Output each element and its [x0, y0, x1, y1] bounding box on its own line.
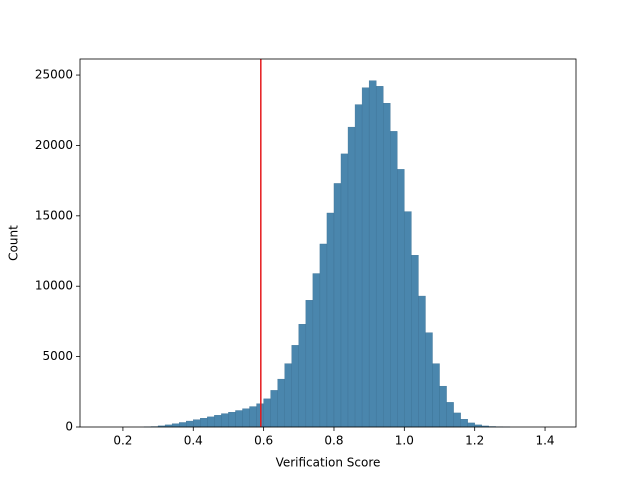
bar: [411, 255, 418, 427]
bar: [228, 412, 235, 427]
bar: [461, 419, 468, 427]
bar: [355, 105, 362, 427]
y-tick-label: 10000: [35, 279, 73, 293]
bar: [447, 402, 454, 427]
bar: [362, 88, 369, 427]
y-tick-label: 5000: [42, 349, 73, 363]
bar: [425, 333, 432, 427]
bar: [285, 364, 292, 427]
bar: [186, 421, 193, 427]
x-tick-label: 1.0: [395, 434, 414, 448]
bar: [278, 379, 285, 427]
bar: [193, 420, 200, 427]
x-tick-label: 0.2: [113, 434, 132, 448]
bar: [376, 86, 383, 427]
x-tick-label: 0.4: [184, 434, 203, 448]
y-tick-label: 15000: [35, 208, 73, 222]
bar: [404, 212, 411, 427]
y-tick-label: 20000: [35, 138, 73, 152]
bar: [334, 183, 341, 427]
bar: [418, 296, 425, 427]
bar: [243, 409, 250, 427]
bar: [172, 424, 179, 427]
bar: [214, 415, 221, 427]
bar: [313, 274, 320, 427]
bar: [468, 423, 475, 427]
x-tick-label: 0.8: [324, 434, 343, 448]
bar: [179, 422, 186, 427]
bar: [235, 411, 242, 427]
bar: [264, 399, 271, 427]
bar: [397, 169, 404, 427]
bar: [369, 81, 376, 427]
bar: [327, 213, 334, 427]
bar: [341, 154, 348, 427]
bar: [250, 407, 257, 427]
x-tick-label: 1.4: [535, 434, 554, 448]
bar: [348, 127, 355, 427]
bar: [432, 364, 439, 427]
bar: [299, 324, 306, 427]
x-tick-label: 0.6: [254, 434, 273, 448]
bar: [454, 413, 461, 427]
y-tick-label: 0: [65, 420, 73, 434]
bar: [271, 390, 278, 427]
bar: [390, 131, 397, 427]
bar: [383, 103, 390, 427]
bar: [207, 417, 214, 427]
bar: [320, 244, 327, 427]
x-tick-label: 1.2: [465, 434, 484, 448]
y-tick-label: 25000: [35, 68, 73, 82]
bar: [306, 300, 313, 427]
bar: [440, 386, 447, 427]
x-axis-label: Verification Score: [276, 456, 381, 470]
bar: [292, 345, 299, 427]
y-axis-label: Count: [7, 225, 21, 261]
bar: [200, 418, 207, 427]
bar: [221, 414, 228, 427]
